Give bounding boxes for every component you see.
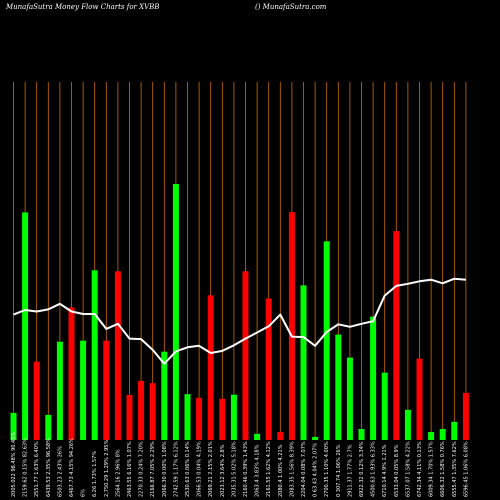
x-tick-label: 6555.47 1.35% 7.62%	[452, 441, 458, 497]
x-tick-label: 2005.022 98.48% 90.45%	[11, 432, 17, 497]
money-flow-bar	[335, 334, 342, 440]
x-tick-label: 6503.23 2.43% 26%	[57, 446, 63, 497]
x-tick-label: 2080.4 1.00% 4.21%	[278, 444, 284, 497]
money-flow-bar	[33, 361, 40, 440]
x-tick-label: 6606.32 1.58% 0.76%	[440, 441, 446, 497]
x-tick-label: 6009.34 1.70% 1.57%	[429, 441, 435, 497]
x-tick-label: 6537.07 1.58% 4.22%	[405, 441, 411, 497]
money-flow-bar	[114, 271, 121, 440]
money-flow-bar	[56, 341, 63, 440]
x-tick-label: 4500.63 1.93% 6.33%	[371, 441, 377, 497]
money-flow-bar	[416, 358, 423, 440]
money-flow-bar	[149, 383, 156, 440]
money-flow-bar	[439, 428, 446, 440]
money-flow-bar	[381, 372, 388, 440]
money-flow-bar	[68, 307, 75, 440]
x-tick-label: 2083.35 1.56% 8.39%	[289, 441, 295, 497]
money-flow-bar	[138, 380, 145, 440]
x-tick-label: 2564.16 2.96% 8%	[115, 449, 121, 497]
x-tick-label: 2166.87 7.05% 2.29%	[150, 441, 156, 497]
money-flow-bar	[358, 428, 365, 440]
x-tick-label: 6533.04 0.05% 8.9%	[394, 444, 400, 497]
money-flow-bar	[184, 394, 191, 440]
x-tick-label: 6.26 1.73% 1.57%	[92, 451, 98, 497]
x-tick-label: 2066.53 0.04% 4.19%	[197, 441, 203, 497]
money-flow-bar	[312, 436, 319, 440]
x-tick-label: 2069.21 2.15% 2.01%	[208, 441, 214, 497]
money-flow-bar	[126, 394, 133, 440]
x-tick-label: 2159.62 0.15% 82.63%	[23, 438, 29, 497]
x-tick-label: 6742.34 4.11% 0.13%	[417, 441, 423, 497]
money-flow-bar	[428, 432, 435, 440]
money-flow-bar	[393, 231, 400, 440]
money-flow-bar	[346, 357, 353, 440]
money-flow-bar	[10, 412, 17, 440]
x-tick-label: 2700.35 1.10% 4.00%	[324, 441, 330, 497]
money-flow-bar	[161, 351, 168, 440]
x-tick-label: 6596.45 1.06% 6.08%	[463, 441, 469, 497]
x-tick-label: 2035.31 5.02% 5.18%	[231, 441, 237, 497]
x-tick-label: 2911.37 1.77% 2.7%	[347, 444, 353, 497]
x-tick-label: 2063.4 3.83% 4.18%	[255, 444, 261, 497]
money-flow-bar	[91, 270, 98, 440]
money-flow-bar	[219, 398, 226, 440]
money-flow-bar	[404, 409, 411, 440]
price-line	[13, 277, 466, 365]
x-tick-label: 2463.55 6.16% 1.07%	[127, 441, 133, 497]
x-tick-label: 2023.12 3.64% 2.8%	[220, 444, 226, 497]
x-tick-label: 2,750.29 1.29% 2.95%	[104, 440, 110, 497]
price-line-layer	[13, 277, 466, 365]
money-flow-bars	[10, 184, 469, 440]
money-flow-bar	[80, 340, 87, 440]
chart-title: MunafaSutra Money Flow Charts for XVBB	[5, 3, 159, 11]
x-tick-label: 6%	[81, 489, 87, 497]
money-flow-bar	[323, 241, 330, 440]
x-tick-label: 2742.59 1.17% 6.12%	[173, 441, 179, 497]
site-credit: () MunafaSutra.com	[255, 3, 327, 11]
money-flow-bar	[242, 271, 249, 440]
x-tick-label: 6710.14 4.9% 1.21%	[382, 444, 388, 497]
x-tick-label: 2204.04 0.08% 7.07%	[301, 441, 307, 497]
x-tick-label: 6467.73 4.15% 94.26%	[69, 438, 75, 497]
money-flow-bar	[45, 414, 52, 440]
x-tick-label: 2551.77 1.63% 6.40%	[34, 441, 40, 497]
x-tick-label: 2161.55 1.62% 4.12%	[266, 441, 272, 497]
money-flow-bar	[103, 340, 110, 440]
money-flow-bar	[370, 316, 377, 440]
x-tick-label: 2530.63 0.06% 0.14%	[185, 441, 191, 497]
x-tick-label: 2270.33 0.24% 7.20%	[139, 441, 145, 497]
money-flow-bar	[462, 392, 469, 440]
money-flow-bar	[207, 295, 214, 440]
x-tick-label: 6922.32 0.12% 3.34%	[359, 441, 365, 497]
money-flow-bar	[22, 212, 29, 440]
money-flow-bar	[277, 432, 284, 440]
money-flow-bar	[288, 212, 295, 440]
money-flow-bar	[300, 285, 307, 440]
money-flow-bar	[230, 394, 237, 440]
money-flow-bar	[451, 421, 458, 440]
money-flow-bar	[196, 397, 203, 440]
x-tick-label: 0 63.43 4.04% 2.07%	[313, 443, 319, 497]
money-flow-bar	[172, 184, 179, 440]
x-axis-ticks: 2005.022 98.48% 90.45% 2159.62 0.15% 82.6…	[11, 432, 469, 497]
money-flow-bar	[265, 298, 272, 440]
x-tick-label: 2066.30 0.00% 1.08%	[162, 441, 168, 497]
x-tick-label: 0 307.74 1.06% 26%	[336, 444, 342, 497]
x-tick-label: 2160.46 0.39% 1.43%	[243, 441, 249, 497]
money-flow-bar	[254, 433, 261, 440]
x-tick-label: 6439.53 2.35% 96.58%	[46, 438, 52, 497]
